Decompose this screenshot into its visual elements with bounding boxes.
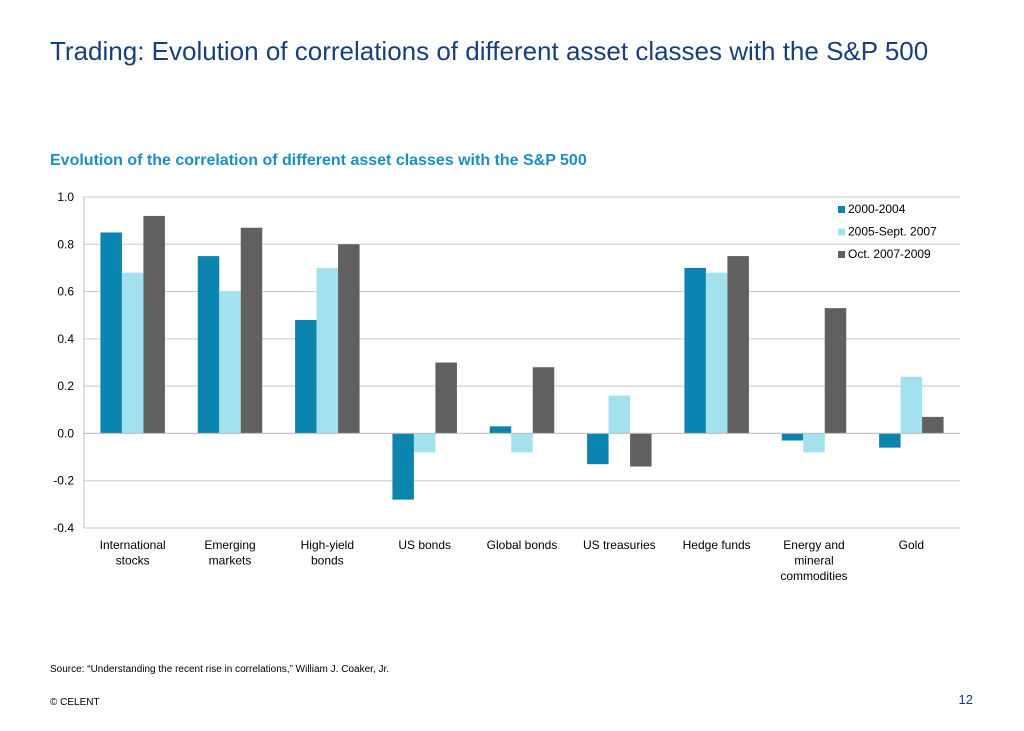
y-axis: 1.0 0.8 0.6 0.4 0.2 0.0 -0.2 -0.4 — [53, 190, 85, 535]
bar — [824, 308, 847, 434]
x-tick-label: US bonds — [398, 538, 451, 552]
x-tick-label: US treasuries — [583, 538, 656, 552]
bar — [511, 433, 533, 453]
x-tick-label: Global bonds — [487, 538, 558, 552]
y-tick-label: -0.4 — [53, 521, 74, 535]
legend-swatch — [838, 206, 845, 213]
chart-title: Evolution of the correlation of differen… — [50, 152, 587, 169]
bar — [197, 256, 220, 434]
bar — [630, 433, 652, 467]
bar — [900, 376, 923, 434]
bar — [803, 433, 825, 453]
bar — [489, 426, 512, 434]
legend-label: 2000-2004 — [848, 202, 906, 216]
bar — [608, 395, 631, 434]
x-tick-label: International stocks — [100, 538, 166, 568]
bar — [435, 362, 457, 434]
bar — [100, 232, 122, 434]
bar — [413, 433, 436, 453]
bar — [922, 416, 944, 434]
slide-title: Trading: Evolution of correlations of di… — [50, 36, 929, 66]
bar — [879, 433, 901, 448]
bar — [727, 256, 749, 434]
y-tick-label: -0.2 — [53, 474, 74, 488]
copyright: © CELENT — [50, 697, 100, 708]
bar — [705, 272, 728, 434]
x-tick-label: Energy and mineral commodities — [780, 538, 847, 583]
bar — [316, 267, 339, 434]
bar — [684, 267, 706, 434]
bar — [338, 244, 360, 434]
y-tick-label: 0.6 — [57, 285, 74, 299]
bar — [781, 433, 804, 441]
page-number: 12 — [958, 692, 973, 707]
y-tick-label: 1.0 — [57, 190, 74, 204]
bar — [532, 367, 555, 434]
legend-label: 2005-Sept. 2007 — [848, 225, 937, 239]
bar — [240, 227, 263, 434]
source-note: Source: “Understanding the recent rise i… — [50, 664, 390, 675]
legend: 2000-2004 2005-Sept. 2007 Oct. 2007-2009 — [838, 202, 937, 261]
bar-chart: 1.0 0.8 0.6 0.4 0.2 0.0 -0.2 -0.4 International… — [53, 190, 960, 583]
y-tick-label: 0.2 — [57, 379, 74, 393]
legend-swatch — [838, 251, 845, 258]
bar — [121, 272, 144, 434]
x-tick-label: High-yield bonds — [301, 538, 354, 568]
bar — [587, 433, 609, 465]
y-tick-label: 0.0 — [57, 426, 74, 440]
bars — [100, 215, 944, 500]
bar — [143, 215, 165, 434]
bar — [392, 433, 414, 500]
y-tick-label: 0.8 — [57, 237, 74, 251]
bar — [295, 319, 317, 434]
x-tick-label: Hedge funds — [683, 538, 751, 552]
x-axis-labels: International stocks Emerging markets High-y… — [100, 538, 924, 583]
x-tick-label: Gold — [899, 538, 924, 552]
y-tick-label: 0.4 — [57, 332, 74, 346]
x-tick-label: Emerging markets — [204, 538, 255, 568]
legend-swatch — [838, 228, 845, 236]
bar — [219, 291, 241, 434]
legend-label: Oct. 2007-2009 — [848, 247, 931, 261]
